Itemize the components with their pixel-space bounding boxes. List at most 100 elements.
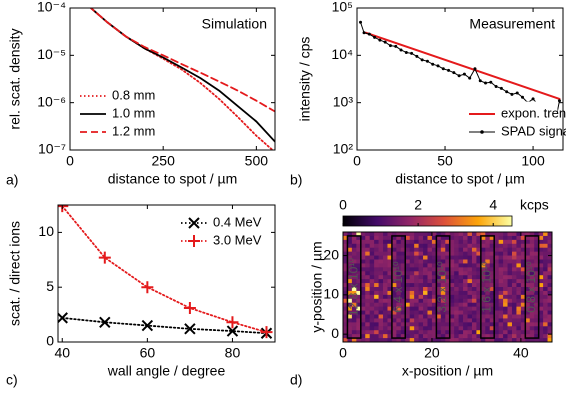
heatmap-cell bbox=[383, 236, 388, 240]
heatmap-cell bbox=[499, 287, 504, 291]
heatmap-cell bbox=[427, 287, 432, 291]
heatmap-cell bbox=[472, 260, 477, 264]
heatmap-cell bbox=[410, 291, 415, 295]
heatmap-cell bbox=[503, 267, 508, 271]
heatmap-cell bbox=[508, 252, 513, 256]
heatmap-cell bbox=[410, 311, 415, 315]
heatmap-cell bbox=[454, 232, 459, 236]
heatmap-cell bbox=[374, 330, 379, 334]
heatmap-cell bbox=[512, 271, 517, 275]
heatmap-cell bbox=[454, 252, 459, 256]
heatmap-cell bbox=[374, 244, 379, 248]
heatmap-cell bbox=[374, 299, 379, 303]
x-tick-label: 60 bbox=[140, 345, 156, 361]
heatmap-cell bbox=[370, 307, 375, 311]
heatmap-cell bbox=[468, 232, 473, 236]
heatmap-cell bbox=[423, 248, 428, 252]
legend-label: 0.4 MeV bbox=[213, 214, 262, 229]
heatmap-cell bbox=[543, 326, 548, 330]
x-axis-label: distance to spot / µm bbox=[395, 171, 524, 187]
heatmap-cell bbox=[352, 330, 357, 334]
heatmap-cell bbox=[414, 252, 419, 256]
heatmap-cell bbox=[503, 287, 508, 291]
heatmap-cell bbox=[468, 236, 473, 240]
panel: 0.4 MeV3.0 MeV4060800510wall angle / deg… bbox=[6, 200, 275, 388]
panel-label: a) bbox=[6, 172, 18, 188]
heatmap-cell bbox=[503, 283, 508, 287]
heatmap-cell bbox=[512, 315, 517, 319]
heatmap-cell bbox=[463, 271, 468, 275]
heatmap-cell bbox=[365, 240, 370, 244]
y-tick-label: 20 bbox=[323, 246, 339, 262]
heatmap-cell bbox=[419, 252, 424, 256]
heatmap-cell bbox=[454, 287, 459, 291]
heatmap-cell bbox=[365, 263, 370, 267]
marker bbox=[394, 45, 397, 48]
heatmap-cell bbox=[441, 240, 446, 244]
heatmap-cell bbox=[374, 271, 379, 275]
heatmap-cell bbox=[512, 279, 517, 283]
heatmap-cell bbox=[414, 295, 419, 299]
heatmap-cell bbox=[419, 260, 424, 264]
heatmap-cell bbox=[472, 322, 477, 326]
panel: expon. trendSPAD signalMeasurement050100… bbox=[290, 0, 566, 188]
heatmap-cell bbox=[370, 279, 375, 283]
heatmap-cell bbox=[441, 244, 446, 248]
annotation: Measurement bbox=[469, 16, 555, 32]
x-tick-label: 40 bbox=[54, 345, 70, 361]
y-tick-label: 10⁻⁷ bbox=[38, 141, 66, 157]
heatmap-cell bbox=[370, 232, 375, 236]
heatmap-cell bbox=[472, 252, 477, 256]
figure: 0.8 mm1.0 mm1.2 mmSimulation025050010⁻⁷1… bbox=[0, 0, 566, 404]
heatmap-cell bbox=[503, 244, 508, 248]
heatmap-cell bbox=[516, 315, 521, 319]
heatmap-cell bbox=[454, 307, 459, 311]
heatmap-cell bbox=[365, 283, 370, 287]
heatmap-cell bbox=[463, 291, 468, 295]
heatmap-cell bbox=[379, 299, 384, 303]
heatmap-cell bbox=[516, 263, 521, 267]
y-tick-label: 5 bbox=[46, 278, 54, 294]
heatmap-cell bbox=[499, 311, 504, 315]
heatmap-cell bbox=[383, 330, 388, 334]
heatmap-cell bbox=[459, 275, 464, 279]
heatmap-cell bbox=[463, 334, 468, 338]
heatmap-cell bbox=[374, 318, 379, 322]
heatmap-cell bbox=[503, 318, 508, 322]
heatmap-cell bbox=[396, 330, 401, 334]
heatmap-cell bbox=[459, 252, 464, 256]
heatmap-cell bbox=[427, 256, 432, 260]
heatmap-cell bbox=[543, 252, 548, 256]
x-tick-label: 250 bbox=[152, 153, 176, 169]
heatmap-cell bbox=[499, 263, 504, 267]
heatmap-cell bbox=[419, 307, 424, 311]
heatmap-cell bbox=[379, 236, 384, 240]
heatmap-cell bbox=[383, 263, 388, 267]
heatmap-cell bbox=[419, 322, 424, 326]
heatmap-cell bbox=[512, 330, 517, 334]
heatmap-cell bbox=[503, 236, 508, 240]
heatmap-cell bbox=[459, 283, 464, 287]
heatmap-cell bbox=[508, 260, 513, 264]
heatmap-cell bbox=[543, 295, 548, 299]
heatmap-cell bbox=[441, 326, 446, 330]
heatmap-cell bbox=[423, 330, 428, 334]
heatmap-cell bbox=[419, 291, 424, 295]
marker bbox=[516, 92, 519, 95]
heatmap-cell bbox=[383, 271, 388, 275]
heatmap-cell bbox=[512, 256, 517, 260]
heatmap-cell bbox=[459, 291, 464, 295]
heatmap-cell bbox=[499, 326, 504, 330]
heatmap-cell bbox=[459, 232, 464, 236]
heatmap-cell bbox=[463, 248, 468, 252]
heatmap-cell bbox=[543, 315, 548, 319]
heatmap-cell bbox=[427, 326, 432, 330]
legend-label: SPAD signal bbox=[501, 123, 566, 138]
heatmap-cell bbox=[365, 236, 370, 240]
heatmap-cell bbox=[503, 271, 508, 275]
heatmap-cell bbox=[379, 303, 384, 307]
heatmap-cell bbox=[454, 299, 459, 303]
heatmap-cell bbox=[423, 260, 428, 264]
heatmap-cell bbox=[530, 326, 535, 330]
heatmap-cell bbox=[414, 318, 419, 322]
